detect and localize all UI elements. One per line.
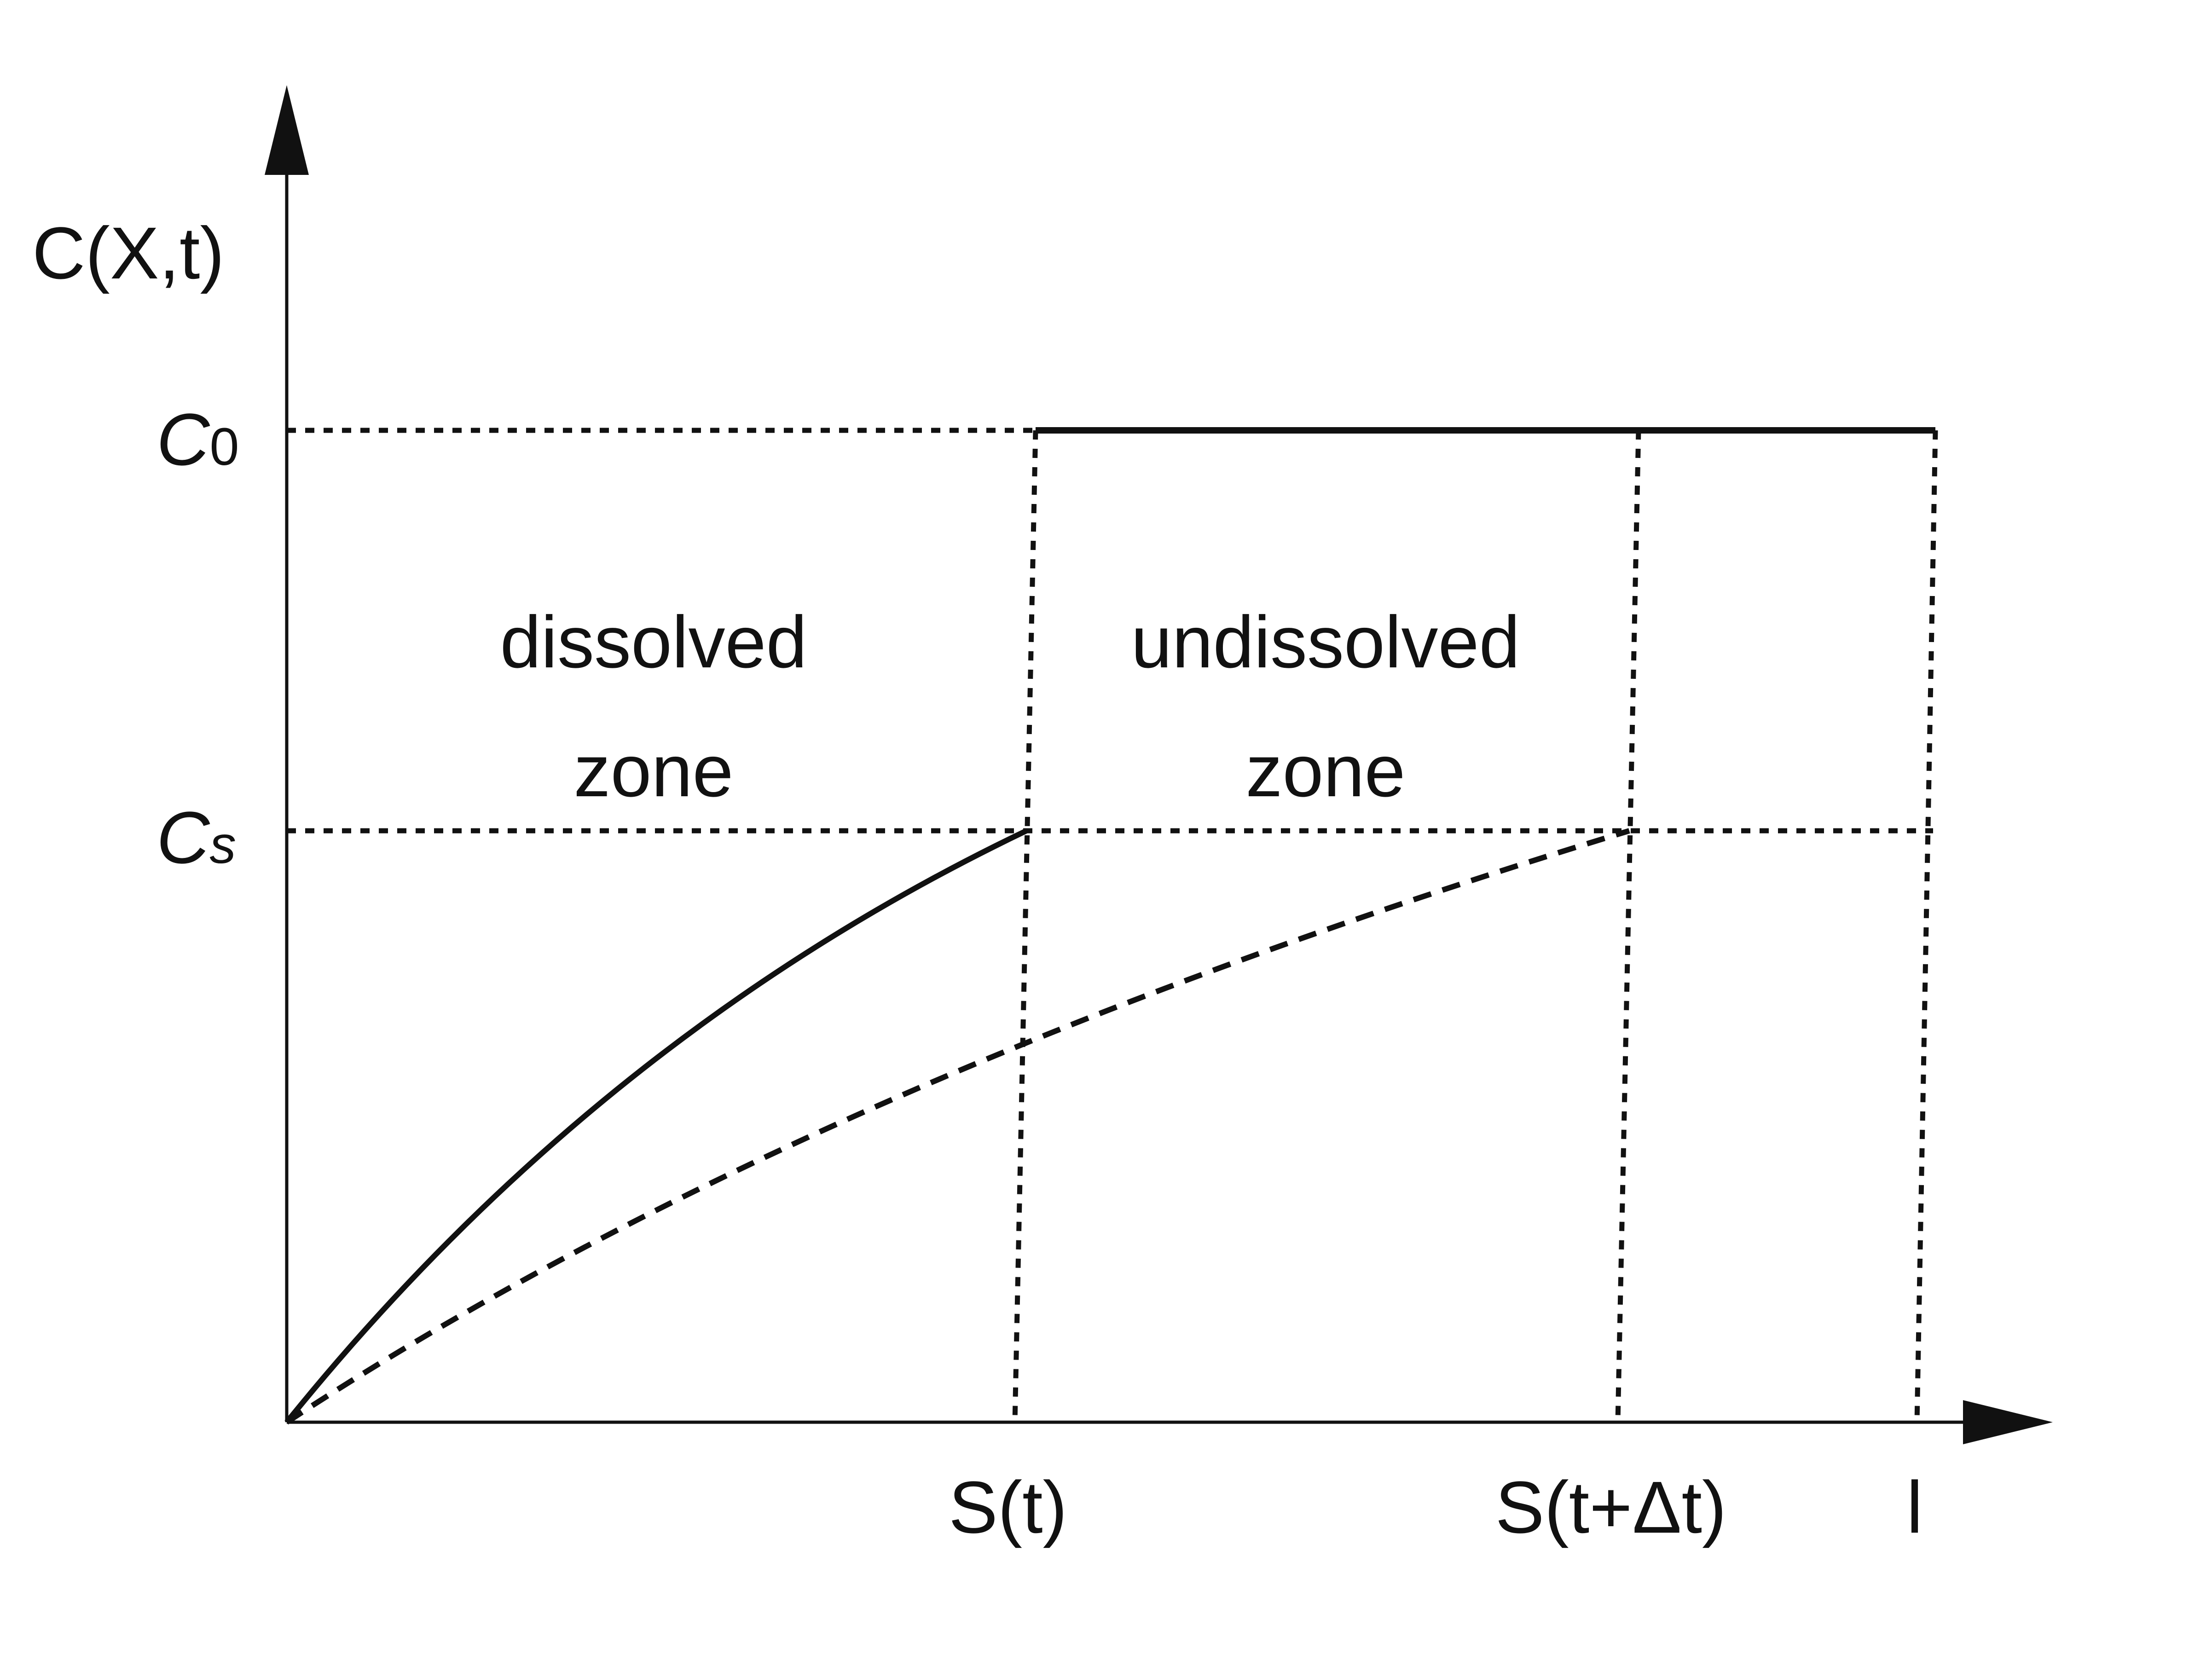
dissolved-zone-label-line1: dissolved <box>500 601 807 683</box>
s-t-dt-dotted-boundary <box>1615 430 1641 1423</box>
y-axis-label: C(X,t) <box>32 212 225 294</box>
profile-curve-t <box>284 828 1028 1424</box>
undissolved-zone-label-line2: zone <box>1246 730 1406 812</box>
undissolved-zone-label-line1: undissolved <box>1131 601 1520 683</box>
s-t-dotted-boundary <box>1012 430 1038 1423</box>
dissolved-zone-label-line2: zone <box>574 730 734 812</box>
x-axis-arrowhead <box>1963 1400 2053 1444</box>
x-tick-l: l <box>1906 1466 1923 1548</box>
profile-curve-t-dt <box>285 828 1630 1425</box>
x-tick-s-t-dt: S(t+Δt) <box>1495 1466 1727 1548</box>
l-dotted-boundary <box>1914 430 1938 1423</box>
c0-label: C0 <box>156 398 239 481</box>
cs-label: Cs <box>156 796 236 879</box>
x-tick-s-t: S(t) <box>949 1466 1067 1548</box>
y-axis-arrowhead <box>265 85 309 175</box>
